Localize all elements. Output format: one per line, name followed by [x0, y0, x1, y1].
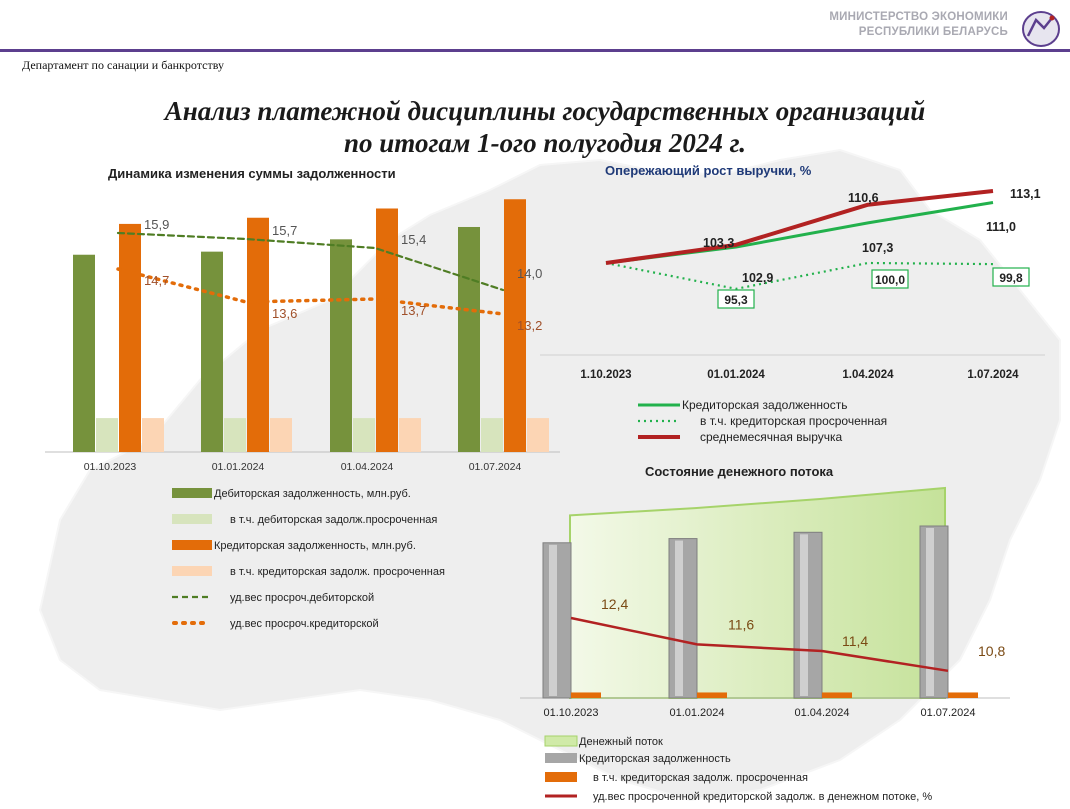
- ministry-name: МИНИСТЕРСТВО ЭКОНОМИКИ РЕСПУБЛИКИ БЕЛАРУ…: [829, 10, 1008, 40]
- ministry-line-2: РЕСПУБЛИКИ БЕЛАРУСЬ: [858, 26, 1008, 38]
- header-divider: [0, 49, 1070, 52]
- ministry-line-1: МИНИСТЕРСТВО ЭКОНОМИКИ: [829, 11, 1008, 23]
- page-title-line-2: по итогам 1-ого полугодия 2024 г.: [344, 128, 746, 158]
- ministry-emblem-icon: [1022, 11, 1060, 47]
- page-title-line-1: Анализ платежной дисциплины государствен…: [164, 96, 926, 126]
- department-name: Департамент по санации и банкротству: [22, 58, 224, 72]
